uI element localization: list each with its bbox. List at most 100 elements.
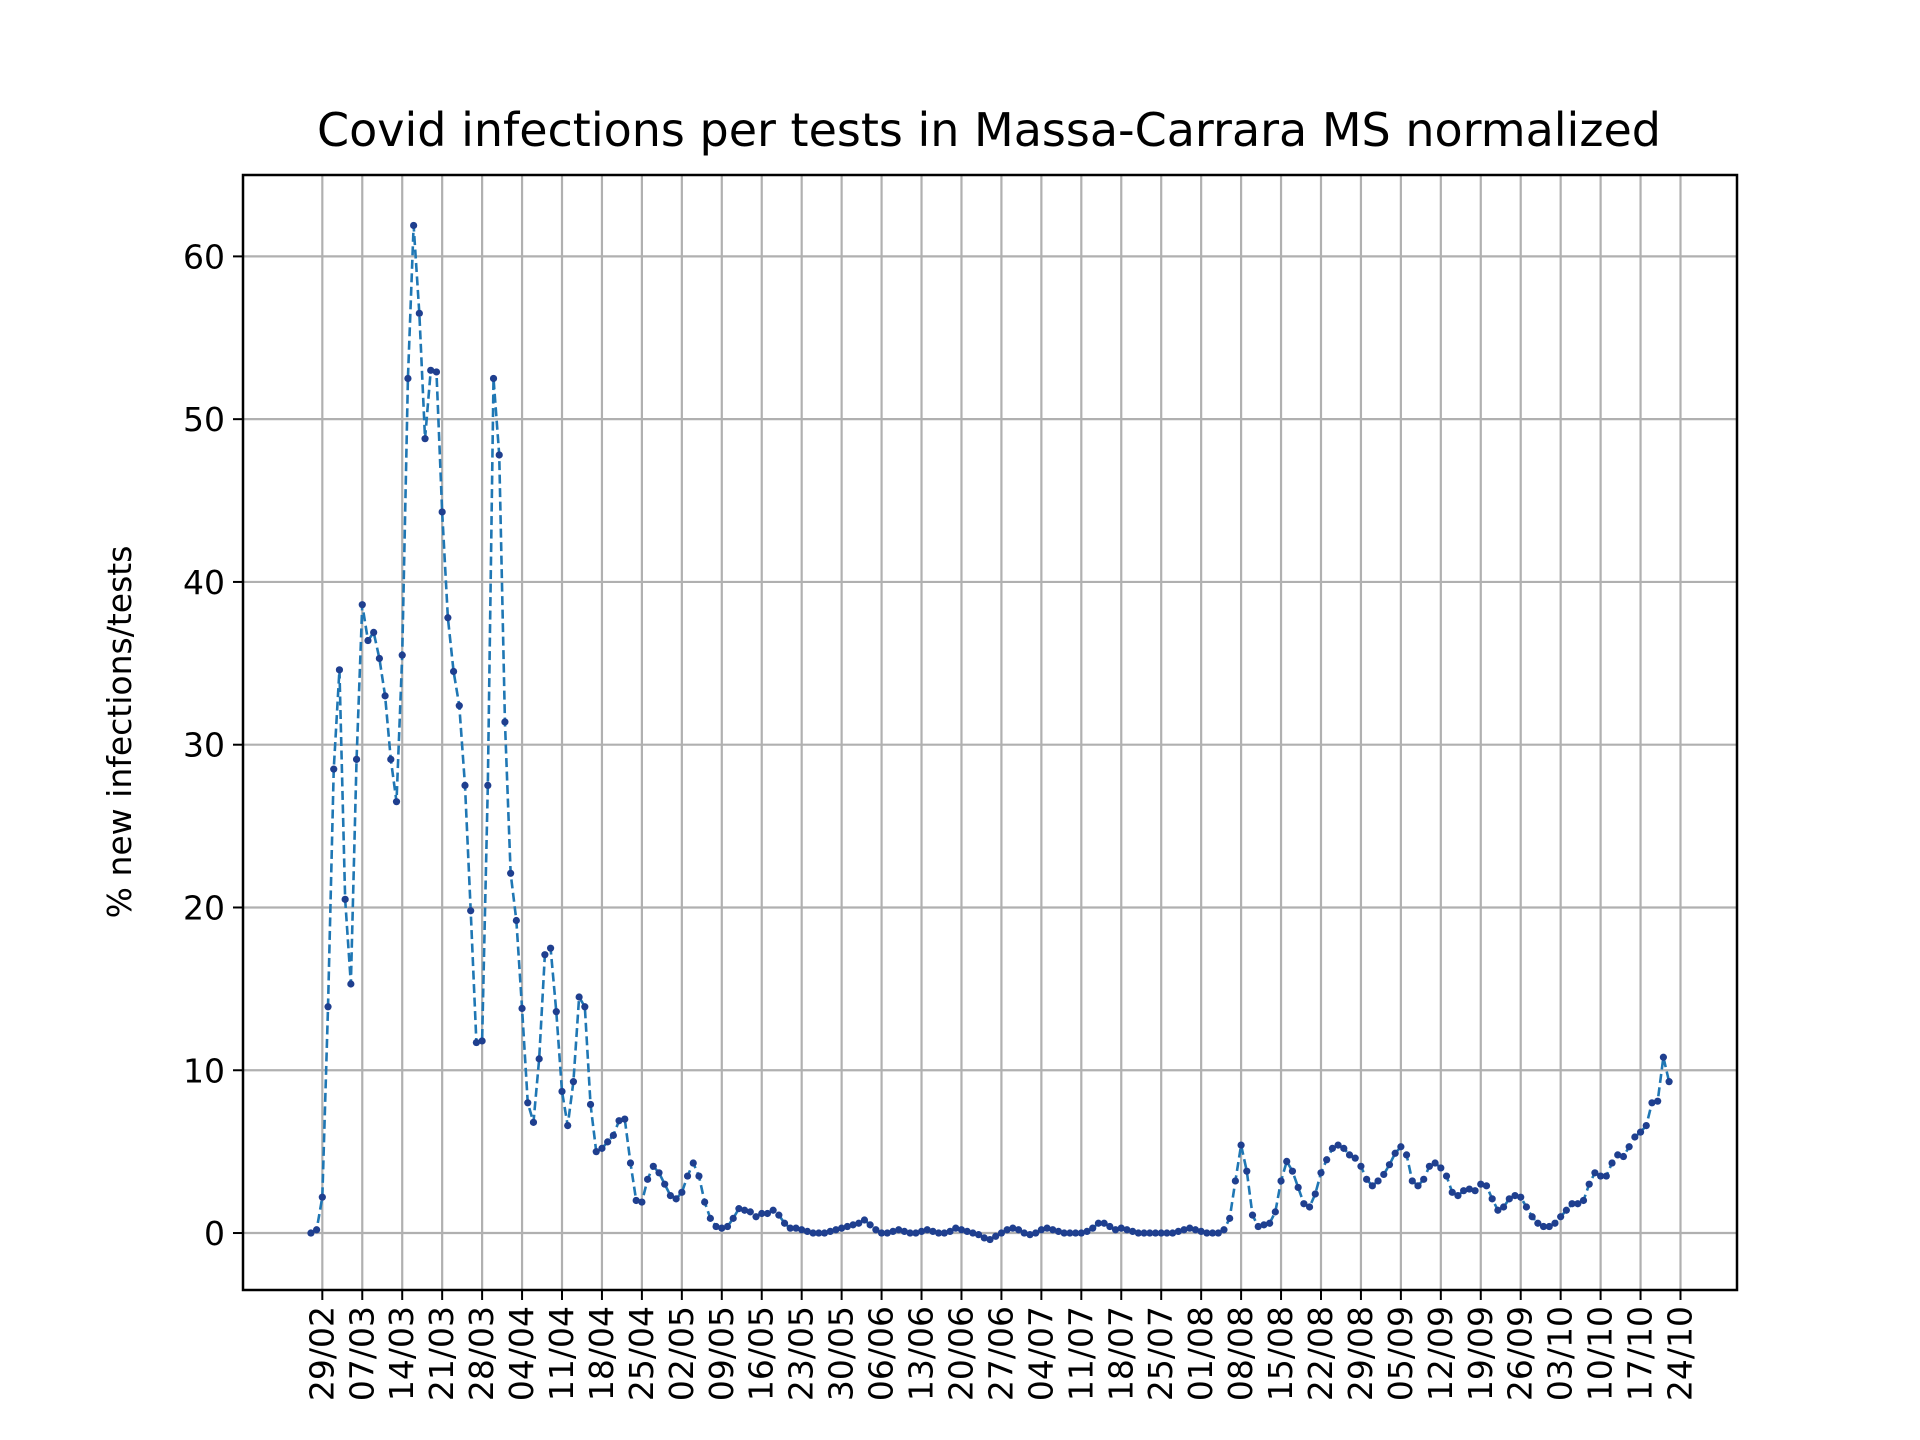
data-point xyxy=(769,1206,777,1214)
data-point xyxy=(626,1159,635,1167)
data-point xyxy=(712,1222,720,1231)
data-point xyxy=(1311,1190,1319,1198)
data-point xyxy=(1562,1206,1570,1214)
data-point xyxy=(906,1229,914,1237)
plot-frame xyxy=(241,173,1739,1292)
data-point xyxy=(1203,1229,1211,1237)
data-point xyxy=(1557,1213,1565,1221)
x-tick-label: 09/05 xyxy=(702,1306,741,1401)
data-point xyxy=(1499,1203,1508,1211)
y-axis: 0 10 20 30 40 50 60 xyxy=(183,237,243,1253)
data-point xyxy=(632,1196,640,1205)
data-point xyxy=(758,1209,766,1218)
x-tick-label: 30/05 xyxy=(822,1306,861,1401)
data-point xyxy=(615,1117,623,1125)
data-point xyxy=(432,368,441,376)
data-point xyxy=(1585,1180,1593,1188)
data-point xyxy=(1385,1161,1394,1169)
x-tick-label: 22/08 xyxy=(1301,1306,1340,1401)
data-point xyxy=(1614,1151,1622,1159)
data-point xyxy=(678,1188,686,1196)
x-tick-label: 02/05 xyxy=(662,1306,701,1401)
data-point xyxy=(1654,1097,1662,1105)
data-point xyxy=(347,980,355,988)
data-point xyxy=(912,1229,920,1237)
data-point xyxy=(1180,1226,1188,1234)
data-point xyxy=(449,667,458,676)
data-point xyxy=(1511,1191,1519,1200)
grid xyxy=(243,175,1737,1290)
data-point xyxy=(1146,1229,1154,1237)
data-point xyxy=(1460,1187,1468,1195)
x-tick-label: 25/04 xyxy=(622,1306,661,1401)
data-point xyxy=(1517,1193,1525,1201)
data-point xyxy=(1397,1143,1405,1151)
data-point xyxy=(421,435,429,443)
data-point xyxy=(370,628,378,636)
data-point xyxy=(1408,1177,1416,1185)
data-point xyxy=(1642,1121,1650,1130)
data-point xyxy=(883,1229,891,1237)
data-point xyxy=(1425,1162,1434,1170)
data-point xyxy=(1020,1229,1028,1237)
data-point xyxy=(455,702,463,710)
data-point xyxy=(1283,1157,1291,1166)
data-point xyxy=(1551,1219,1559,1227)
data-point xyxy=(1334,1141,1342,1149)
data-point xyxy=(1049,1226,1057,1234)
data-point xyxy=(1357,1162,1365,1170)
data-point xyxy=(701,1198,709,1206)
data-point xyxy=(872,1226,880,1234)
data-point xyxy=(484,781,492,790)
data-point xyxy=(946,1227,954,1236)
data-point xyxy=(1129,1227,1137,1236)
data-point xyxy=(786,1224,794,1232)
data-point xyxy=(666,1191,675,1200)
data-point xyxy=(524,1099,532,1107)
data-point xyxy=(478,1037,486,1045)
data-point xyxy=(598,1144,606,1152)
data-point xyxy=(986,1235,994,1244)
data-point xyxy=(1488,1195,1496,1203)
data-point xyxy=(940,1229,948,1237)
data-point xyxy=(1494,1206,1502,1214)
data-point xyxy=(1037,1226,1045,1234)
data-point xyxy=(1054,1227,1063,1236)
data-point xyxy=(820,1229,829,1237)
x-tick-label: 18/04 xyxy=(582,1306,621,1401)
x-tick-label: 23/05 xyxy=(782,1306,821,1401)
data-point xyxy=(541,951,549,959)
x-tick-label: 29/02 xyxy=(302,1306,341,1401)
data-point xyxy=(1465,1185,1473,1193)
data-point xyxy=(661,1180,669,1188)
x-tick-label: 21/03 xyxy=(422,1306,461,1401)
data-point xyxy=(1009,1224,1017,1232)
data-point xyxy=(604,1138,612,1146)
x-tick-label: 14/03 xyxy=(382,1306,421,1401)
data-point xyxy=(866,1221,874,1229)
data-point xyxy=(1437,1164,1445,1172)
data-point xyxy=(1260,1221,1268,1229)
data-point xyxy=(1608,1159,1616,1167)
data-point xyxy=(1402,1151,1411,1159)
data-point xyxy=(1060,1229,1068,1237)
data-point xyxy=(706,1214,714,1222)
data-point xyxy=(1197,1227,1205,1236)
y-tick-label: 50 xyxy=(183,400,225,439)
data-point xyxy=(392,798,401,806)
data-point xyxy=(318,1193,326,1201)
data-point xyxy=(1625,1143,1633,1151)
data-point xyxy=(1140,1229,1148,1237)
x-tick-label: 28/03 xyxy=(462,1306,501,1401)
data-point xyxy=(381,692,389,700)
data-point xyxy=(552,1008,560,1016)
data-point xyxy=(1368,1182,1376,1190)
data-point xyxy=(410,221,418,230)
series-layer xyxy=(307,221,1673,1244)
data-point xyxy=(581,1003,589,1011)
data-point xyxy=(1300,1200,1308,1208)
data-point xyxy=(472,1038,481,1047)
y-tick-label: 0 xyxy=(204,1214,225,1253)
data-point xyxy=(1083,1227,1091,1236)
data-point xyxy=(1534,1219,1542,1227)
